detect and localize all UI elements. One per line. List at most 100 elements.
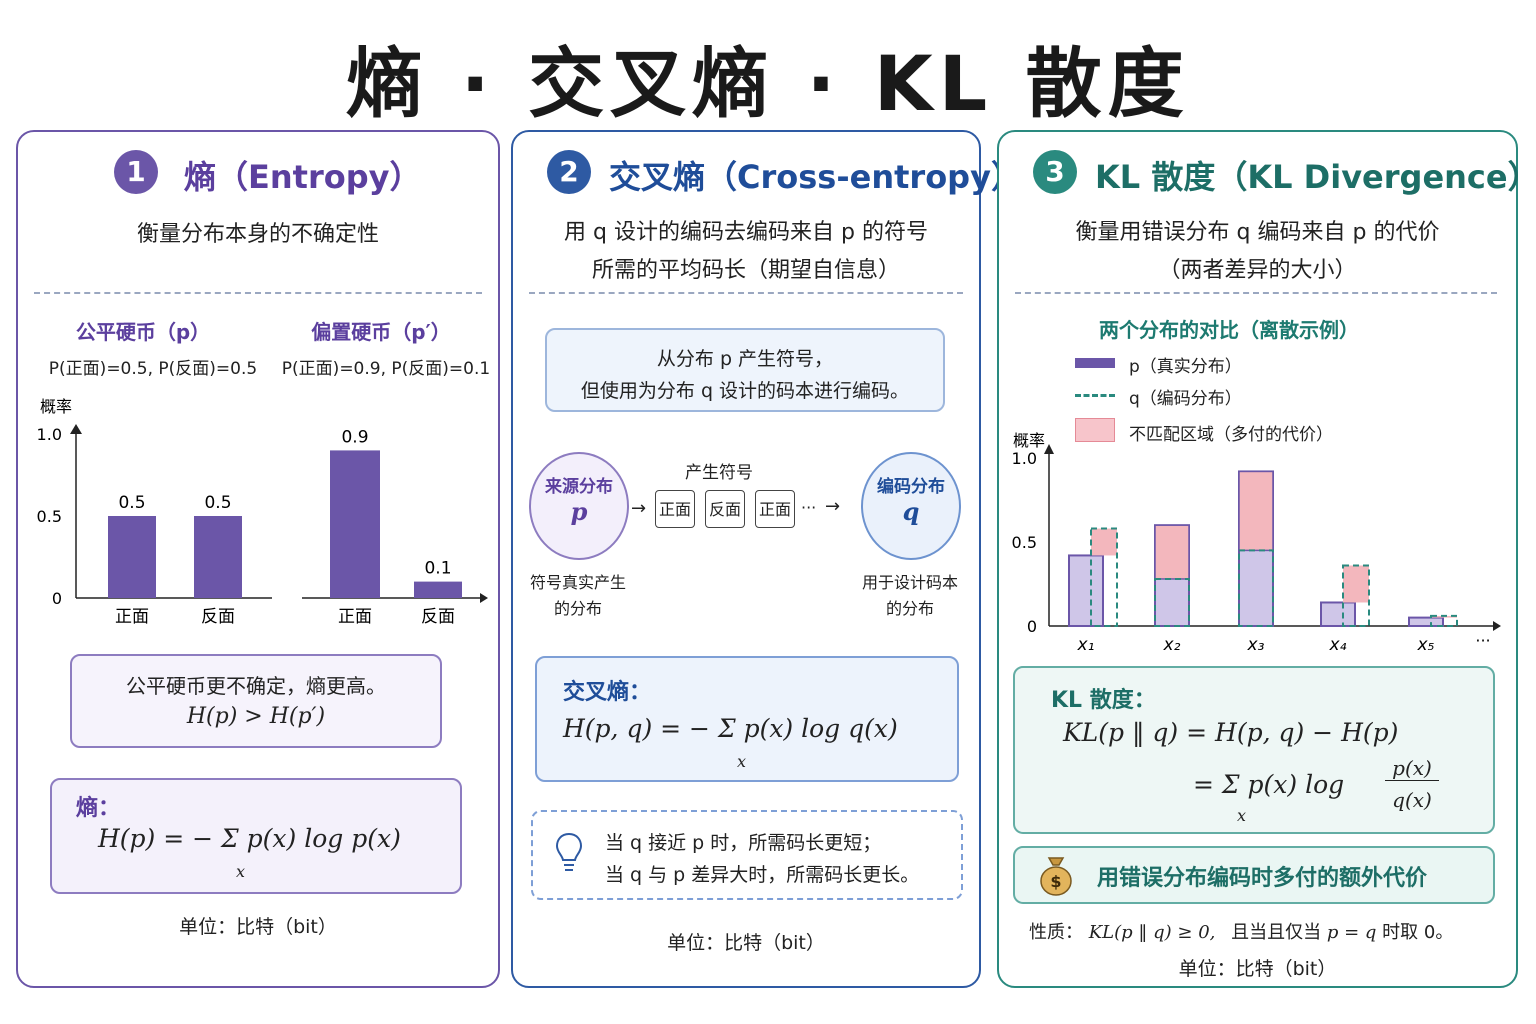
cross-entropy-formula-box: 交叉熵： H(p, q) = − Σ p(x) log q(x) x (535, 656, 959, 782)
step-badge-1: 1 (114, 150, 158, 194)
property-math: KL(p ‖ q) ≥ 0, (1088, 922, 1216, 943)
sum-subscript: x (236, 862, 246, 881)
q-bar (1238, 549, 1274, 627)
source-caption-line-1: 符号真实产生 (529, 573, 626, 592)
flow-label: 产生符号 (685, 463, 753, 483)
symbol-token: 正面 (755, 490, 795, 528)
page-title: 熵 · 交叉熵 · KL 散度 (346, 39, 1190, 128)
x-tick-label: x₁ (1077, 635, 1095, 655)
entropy-panel: 1 熵（Entropy） 衡量分布本身的不确定性 公平硬币（p） P(正面)=0… (16, 130, 500, 988)
entropy-inequality: H(p) > H(p′) (186, 704, 326, 729)
tip-line-2: 当 q 与 p 差异大时，所需码长更长。 (605, 864, 920, 886)
kl-property: 性质： KL(p ‖ q) ≥ 0, 且当且仅当 p = q 时取 0。 (1029, 918, 1453, 944)
mismatch-region (1238, 470, 1274, 552)
bar (194, 516, 242, 598)
divider (34, 292, 482, 294)
biased-coin-label: 偏置硬币（p′） (311, 320, 451, 344)
kl-fraction-numerator: p(x) (1385, 756, 1439, 781)
entropy-note-text: 公平硬币更不确定，熵更高。 (126, 674, 386, 698)
lightbulb-icon (555, 832, 583, 871)
x-axis-arrow (1493, 621, 1501, 631)
legend-p-swatch (1075, 358, 1115, 368)
p-bar (1068, 554, 1104, 627)
source-title: 来源分布 (545, 477, 613, 497)
property-math-2: p = q (1326, 922, 1377, 943)
bar-value-label: 0.9 (341, 427, 368, 447)
target-caption-line-1: 用于设计码本 (861, 573, 958, 592)
x-tick-label: x₄ (1329, 635, 1347, 655)
source-var: p (570, 497, 588, 526)
tip-line-1: 当 q 接近 p 时，所需码长更短； (605, 832, 882, 854)
cross-entropy-formula: H(p, q) = − Σ p(x) log q(x) (563, 714, 898, 743)
symbol-token: 反面 (705, 490, 745, 528)
symbol-token: 正面 (655, 490, 695, 528)
tip-box: 当 q 接近 p 时，所需码长更短； 当 q 与 p 差异大时，所需码长更长。 (531, 810, 963, 900)
cross-entropy-subtitle-2: 所需的平均码长（期望自信息） (591, 258, 900, 283)
kl-chart-title: 两个分布的对比（离散示例） (1099, 318, 1359, 342)
cross-entropy-subtitle-1: 用 q 设计的编码去编码来自 p 的符号 (564, 220, 928, 245)
kl-subtitle-2: （两者差异的大小） (1158, 258, 1357, 283)
kl-highlight-box: $ 用错误分布编码时多付的额外代价 (1013, 846, 1495, 904)
info-line-2: 但使用为分布 q 设计的码本进行编码。 (580, 380, 910, 402)
arrow-icon: → (631, 498, 647, 519)
svg-text:$: $ (1050, 872, 1061, 891)
bar-value-label: 0.5 (204, 493, 231, 513)
kl-formula-label: KL 散度： (1051, 688, 1156, 713)
bar (414, 581, 462, 598)
x-axis-arrow (480, 593, 488, 603)
legend-mismatch-label: 不匹配区域（多付的代价） (1129, 425, 1333, 445)
biased-coin-desc: P(正面)=0.9, P(反面)=0.1 (281, 359, 491, 379)
kl-comparison-chart: 概率 0 0.5 1.0 x₁ x₂ x₃ x₄ x₅ ··· (1012, 431, 1501, 655)
entropy-title: 熵（Entropy） (184, 158, 422, 196)
step-badge-3: 3 (1033, 150, 1077, 194)
q-bar (1430, 614, 1458, 627)
target-var: q (902, 497, 920, 526)
y-tick-label: 1.0 (1012, 449, 1037, 468)
sum-subscript: x (1237, 806, 1247, 825)
property-prefix: 性质： (1029, 922, 1083, 943)
legend-q-label: q（编码分布） (1129, 389, 1242, 409)
mismatch-region (1091, 528, 1117, 556)
coin-bar-charts: 概率 0 0.5 1.0 0.5 正面 0.5 反面 0.9 正面 0.1 反面 (37, 397, 488, 627)
x-tick-label: x₃ (1247, 635, 1265, 655)
y-axis-label: 概率 (1013, 431, 1045, 450)
x-axis-ellipsis: ··· (1475, 631, 1490, 650)
mismatch-region (1343, 565, 1369, 603)
cross-entropy-title: 交叉熵（Cross-entropy） (609, 158, 1023, 196)
y-tick-label: 0 (1027, 617, 1037, 636)
kl-title: KL 散度（KL Divergence） (1095, 158, 1536, 196)
symbols-ellipsis: ··· (801, 498, 817, 517)
entropy-formula-box: 熵： H(p) = − Σ p(x) log p(x) x (50, 778, 462, 894)
kl-formula-box: KL 散度： KL(p ‖ q) = H(p, q) − H(p) = Σ p(… (1013, 666, 1495, 834)
kl-unit: 单位：比特（bit） (1178, 958, 1337, 980)
property-suffix: 时取 0。 (1382, 922, 1454, 943)
y-axis-arrow (70, 424, 82, 434)
bar-value-label: 0.1 (424, 559, 451, 579)
legend-p-label: p（真实分布） (1129, 357, 1242, 377)
y-tick-label: 0.5 (1012, 533, 1037, 552)
target-caption: 用于设计码本 的分布 (845, 570, 975, 622)
cross-entropy-unit: 单位：比特（bit） (667, 932, 825, 954)
q-bar (1342, 564, 1370, 628)
x-tick-label: 反面 (421, 607, 455, 627)
x-tick-label: x₂ (1163, 635, 1181, 655)
bar-value-label: 0.5 (118, 493, 145, 513)
sum-subscript: x (737, 752, 747, 771)
y-tick-label: 1.0 (37, 425, 62, 444)
y-axis-label: 概率 (40, 397, 72, 416)
y-tick-label: 0.5 (37, 507, 62, 526)
entropy-formula: H(p) = − Σ p(x) log p(x) (98, 824, 401, 853)
fair-coin-label: 公平硬币（p） (75, 320, 211, 344)
legend-mismatch-swatch (1075, 418, 1115, 442)
source-caption: 符号真实产生 的分布 (513, 570, 643, 622)
cross-entropy-info-box: 从分布 p 产生符号， 但使用为分布 q 设计的码本进行编码。 (545, 328, 945, 412)
x-tick-label: 正面 (115, 607, 149, 627)
kl-highlight-text: 用错误分布编码时多付的额外代价 (1097, 866, 1428, 891)
entropy-subtitle: 衡量分布本身的不确定性 (136, 222, 379, 247)
divider (1015, 292, 1497, 294)
source-caption-line-2: 的分布 (553, 599, 602, 618)
cross-entropy-formula-label: 交叉熵： (563, 680, 652, 705)
arrow-icon: → (825, 496, 841, 517)
entropy-formula-label: 熵： (76, 796, 121, 821)
y-axis-arrow (1044, 444, 1054, 454)
